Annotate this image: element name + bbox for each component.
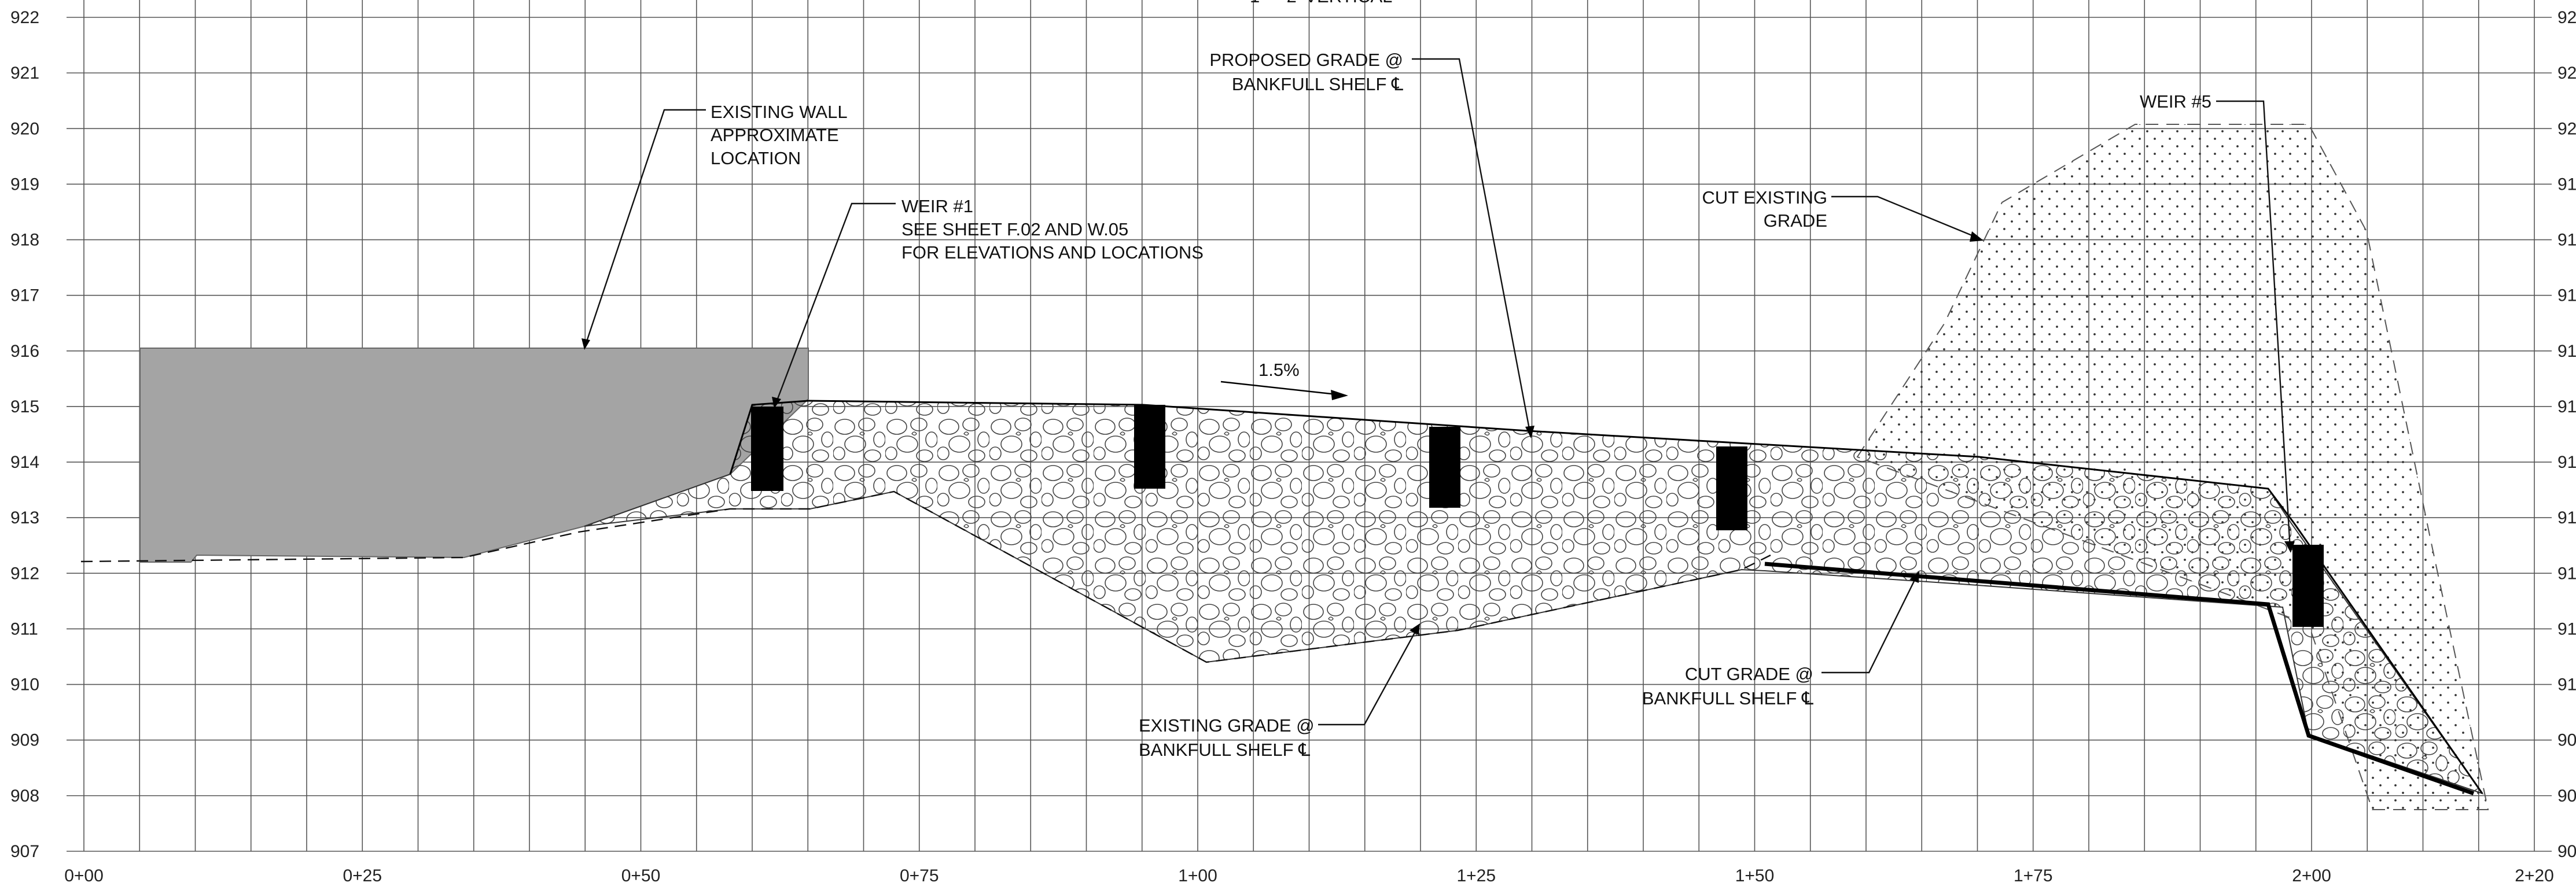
elevation-label-left: 907 bbox=[10, 842, 39, 861]
callout-line: FOR ELEVATIONS AND LOCATIONS bbox=[901, 242, 1204, 263]
elevation-label-right: 912 bbox=[2557, 564, 2576, 583]
callout-line: LOCATION bbox=[711, 148, 801, 168]
callout-line: CUT EXISTING bbox=[1702, 187, 1827, 208]
elevation-label-left: 921 bbox=[10, 64, 39, 83]
elevation-label-left: 918 bbox=[10, 231, 39, 250]
elevation-label-right: 910 bbox=[2557, 675, 2576, 695]
station-label: 0+25 bbox=[343, 866, 382, 885]
callout-line: SEE SHEET F.02 AND W.05 bbox=[901, 219, 1128, 239]
elevation-label-left: 922 bbox=[10, 8, 39, 27]
station-label: 1+00 bbox=[1178, 866, 1217, 885]
station-label: 0+75 bbox=[900, 866, 939, 885]
existing-grade-line bbox=[80, 490, 1771, 663]
elevation-label-left: 915 bbox=[10, 397, 39, 416]
callout-weir5: WEIR #5 bbox=[2140, 91, 2211, 112]
callout-line: BANKFULL SHELF ℄ bbox=[1232, 74, 1403, 94]
elevation-label-right: 913 bbox=[2557, 508, 2576, 527]
station-label: 1+50 bbox=[1735, 866, 1775, 885]
arrowhead-icon bbox=[1410, 623, 1420, 635]
elevation-label-right: 917 bbox=[2557, 286, 2576, 305]
elevation-label-left: 917 bbox=[10, 286, 39, 305]
elevation-label-right: 918 bbox=[2557, 231, 2576, 250]
weir-1 bbox=[751, 407, 783, 491]
station-labels: 0+00 0+25 0+50 0+75 1+00 1+25 1+50 1+75 2+00 2+20 bbox=[64, 866, 2554, 885]
arrowhead-icon bbox=[1970, 231, 1983, 242]
weir-2 bbox=[1134, 405, 1165, 489]
weir-5 bbox=[2292, 545, 2324, 627]
elevation-label-left: 912 bbox=[10, 564, 39, 583]
callout-cut-grade: CUT GRADE @ BANKFULL SHELF ℄ bbox=[1642, 664, 1813, 708]
weir-3 bbox=[1429, 427, 1460, 508]
slope-indicator: 1.5% bbox=[1220, 360, 1348, 400]
leader-weir1 bbox=[774, 202, 896, 405]
elevation-label-right: 915 bbox=[2557, 397, 2576, 416]
callout-weir1: WEIR #1 SEE SHEET F.02 AND W.05 FOR ELEV… bbox=[901, 196, 1204, 263]
weir-4 bbox=[1716, 446, 1747, 530]
elevation-labels: 922 922 921 921 920 920 919 919 918 918 917 917 916 9… bbox=[10, 8, 2576, 861]
leader-existing-grade bbox=[1318, 627, 1419, 726]
elevation-label-left: 914 bbox=[10, 453, 39, 472]
station-label: 2+00 bbox=[2292, 866, 2331, 885]
elevation-label-left: 911 bbox=[10, 619, 38, 638]
existing-wall bbox=[139, 348, 809, 563]
grid bbox=[67, 0, 2552, 852]
cut-grade-line bbox=[1764, 562, 2475, 796]
station-label: 0+50 bbox=[621, 866, 661, 885]
elevation-label-right: 907 bbox=[2557, 842, 2576, 861]
elevation-label-right: 919 bbox=[2557, 175, 2576, 194]
arrowhead-icon bbox=[1525, 426, 1534, 438]
elevation-label-left: 908 bbox=[10, 786, 39, 806]
elevation-label-right: 922 bbox=[2557, 8, 2576, 27]
elevation-label-right: 916 bbox=[2557, 342, 2576, 361]
callout-line: WEIR #5 bbox=[2140, 91, 2211, 112]
callout-proposed-grade: PROPOSED GRADE @ BANKFULL SHELF ℄ bbox=[1209, 50, 1403, 94]
callout-line: EXISTING WALL bbox=[711, 102, 848, 122]
elevation-label-left: 910 bbox=[10, 675, 39, 695]
station-label: 1+25 bbox=[1456, 866, 1496, 885]
callout-existing-wall: EXISTING WALL APPROXIMATE LOCATION bbox=[711, 102, 848, 168]
scale-note: 1" = 2' VERTICAL bbox=[1250, 0, 1392, 6]
leader-proposed-grade bbox=[1412, 58, 1532, 435]
callout-existing-grade: EXISTING GRADE @ BANKFULL SHELF ℄ bbox=[1139, 715, 1315, 760]
station-label: 1+75 bbox=[2014, 866, 2053, 885]
callout-line: GRADE bbox=[1764, 211, 1827, 231]
elevation-label-left: 916 bbox=[10, 342, 39, 361]
elevation-label-left: 913 bbox=[10, 508, 39, 527]
elevation-label-right: 908 bbox=[2557, 786, 2576, 806]
callout-line: CUT GRADE @ bbox=[1685, 664, 1813, 684]
arrowhead-icon bbox=[1909, 571, 1919, 583]
callout-line: APPROXIMATE bbox=[711, 125, 839, 145]
elevation-label-right: 909 bbox=[2557, 731, 2576, 750]
elevation-label-right: 911 bbox=[2557, 619, 2576, 638]
station-label: 0+00 bbox=[64, 866, 104, 885]
leader-existing-wall bbox=[583, 109, 706, 349]
arrowhead-icon bbox=[772, 397, 781, 408]
elevation-label-left: 909 bbox=[10, 731, 39, 750]
arrowhead-icon bbox=[582, 338, 590, 350]
callout-cut-existing-grade: CUT EXISTING GRADE bbox=[1702, 187, 1827, 231]
elevation-label-right: 920 bbox=[2557, 119, 2576, 138]
elevation-label-left: 920 bbox=[10, 119, 39, 138]
slope-label: 1.5% bbox=[1258, 360, 1300, 380]
callout-line: EXISTING GRADE @ bbox=[1139, 715, 1315, 736]
callout-line: WEIR #1 bbox=[901, 196, 973, 216]
station-label: 2+20 bbox=[2515, 866, 2554, 885]
elevation-label-left: 919 bbox=[10, 175, 39, 194]
arrowhead-icon bbox=[2284, 541, 2295, 553]
leader-cut-grade bbox=[1821, 575, 1918, 674]
callout-line: BANKFULL SHELF ℄ bbox=[1139, 740, 1310, 760]
leader-cut-existing bbox=[1831, 195, 1979, 239]
leader-weir5 bbox=[2216, 100, 2291, 550]
elevation-label-right: 914 bbox=[2557, 453, 2576, 472]
elevation-label-right: 921 bbox=[2557, 64, 2576, 83]
callout-line: BANKFULL SHELF ℄ bbox=[1642, 688, 1813, 708]
callout-line: PROPOSED GRADE @ bbox=[1209, 50, 1403, 70]
